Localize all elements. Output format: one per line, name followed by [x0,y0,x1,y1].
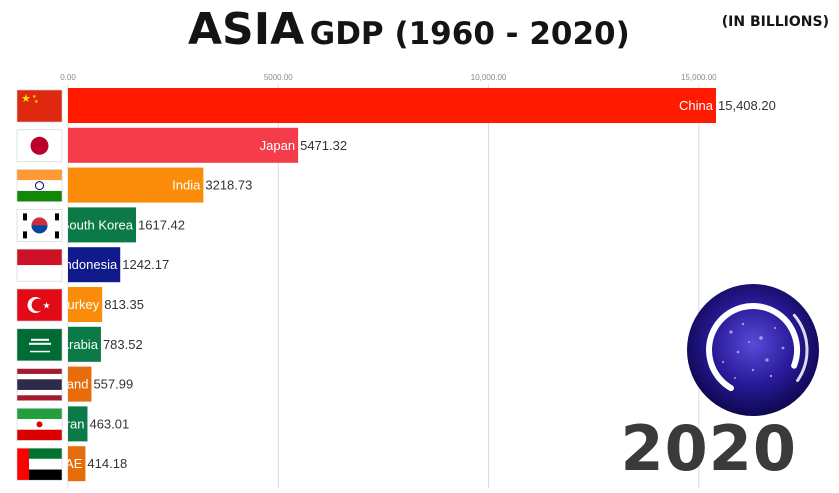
value-label: 414.18 [87,456,127,471]
value-label: 783.52 [103,337,143,352]
turkey-flag-icon: ★ [16,288,63,322]
bar-label: Thailand [39,377,89,392]
bar [68,366,92,402]
bar-label: South Korea [61,217,134,232]
year-counter: 2020 [620,412,797,485]
unit-label: (IN BILLIONS) [721,14,829,30]
bar-label: Japan [260,138,295,153]
circular-earth-night-logo-icon [687,284,819,416]
tick-labels: 0.00 5000.00 10,000.00 15,000.00 [60,73,717,82]
uae-flag-icon [16,447,63,481]
value-label: 463.01 [89,416,129,431]
flags: ★ ★★★ [16,89,63,481]
bar-label: Iran [62,416,84,431]
value-label: 1242.17 [122,257,169,272]
svg-text:★: ★ [34,99,39,105]
value-label: 3218.73 [205,178,252,193]
bar-label: Indonesia [61,257,118,272]
title-main: ASIA [188,4,305,55]
bar-label: Turkey [60,297,100,312]
value-label: 5471.32 [300,138,347,153]
value-label: 1617.42 [138,217,185,232]
bar [68,127,299,163]
bar-label: China [679,98,714,113]
bar [68,167,204,203]
svg-text:★: ★ [32,94,37,100]
bar-label: India [172,178,201,193]
value-label: 813.35 [104,297,144,312]
bar [68,88,716,123]
saudi-arabia-flag-icon [16,328,63,362]
bar [68,207,137,243]
indonesia-flag-icon [16,248,63,282]
value-label: 557.99 [93,377,133,392]
india-flag-icon [16,169,63,202]
bar [68,406,88,442]
bar [68,326,101,362]
bar-label: Saudi Arabia [24,337,98,352]
x-tick-label: 10,000.00 [471,73,507,82]
iran-flag-icon [16,408,63,441]
x-tick-label: 5000.00 [264,73,293,82]
svg-text:★: ★ [21,92,31,105]
japan-flag-icon [16,129,63,163]
chart-title: ASIA GDP (1960 - 2020) [188,8,630,52]
thailand-flag-icon [16,368,63,401]
south-korea-flag-icon [16,209,63,242]
bar [68,247,121,283]
bar [68,287,103,322]
bar-label: UAE [56,456,83,471]
svg-text:★: ★ [43,302,51,312]
title-rest: GDP (1960 - 2020) [309,16,630,52]
x-tick-label: 0.00 [60,73,76,82]
value-label: 15,408.20 [718,98,776,113]
bar [68,446,86,482]
china-flag-icon: ★ ★★ [16,89,63,123]
bars: China 15,408.20 Japan 5471.32 India 3218.73 So… [24,88,776,482]
x-tick-label: 15,000.00 [681,73,717,82]
